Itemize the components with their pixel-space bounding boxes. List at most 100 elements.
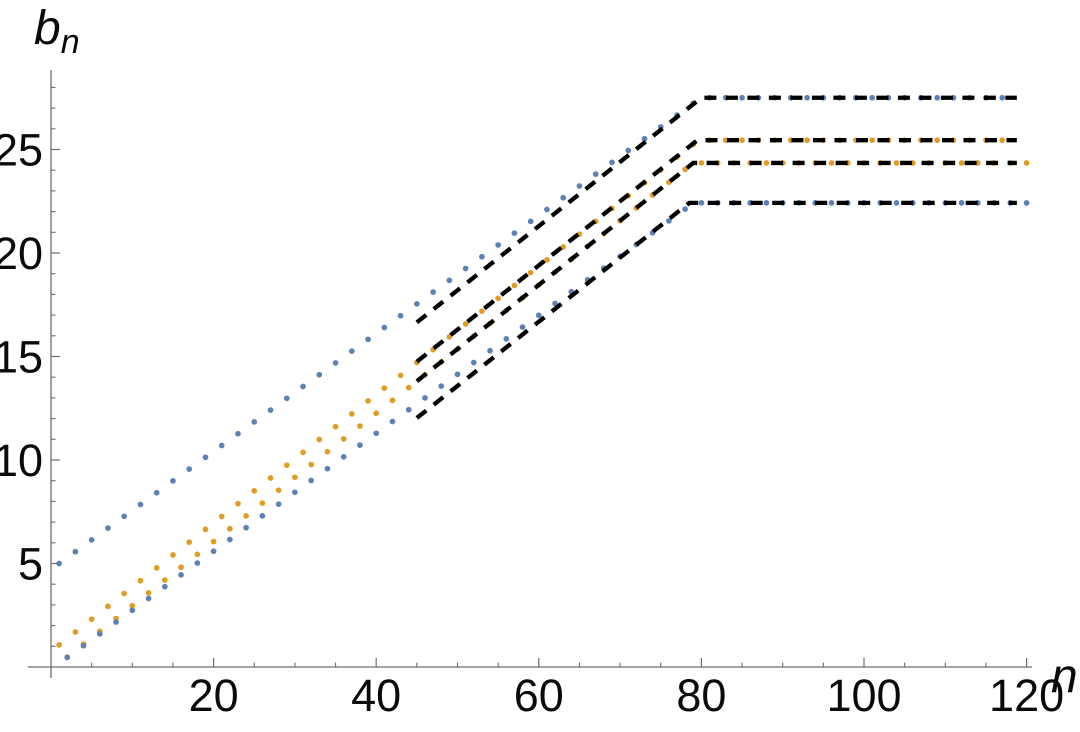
- y-tick-label: 15: [0, 332, 43, 383]
- x-axis-label: n: [1051, 650, 1078, 703]
- data-point: [365, 398, 371, 404]
- data-point: [1023, 160, 1030, 166]
- data-point: [495, 242, 501, 248]
- data-point: [340, 454, 347, 460]
- data-point: [999, 94, 1006, 101]
- data-point: [544, 256, 550, 263]
- data-point: [259, 513, 266, 519]
- data-point: [292, 474, 298, 481]
- data-point: [804, 94, 810, 101]
- data-point: [243, 524, 249, 531]
- data-point: [235, 430, 241, 437]
- data-point: [560, 194, 567, 201]
- data-point: [527, 218, 534, 225]
- data-point: [430, 289, 436, 295]
- data-point: [828, 200, 835, 206]
- data-point: [999, 137, 1006, 144]
- data-point: [869, 137, 875, 144]
- data-point: [129, 607, 136, 614]
- y-tick-label: 20: [0, 228, 43, 279]
- y-tick-label: 5: [18, 539, 43, 590]
- data-point: [194, 551, 201, 558]
- x-tick-label: 40: [351, 670, 401, 721]
- data-point: [300, 383, 306, 390]
- data-point: [893, 160, 900, 166]
- data-point: [332, 360, 339, 366]
- data-point: [259, 500, 266, 506]
- data-point: [397, 312, 404, 319]
- y-tick-label: 25: [0, 125, 43, 176]
- data-point: [161, 577, 168, 583]
- data-point: [227, 525, 233, 532]
- data-point: [170, 478, 176, 484]
- data-point: [292, 489, 298, 496]
- data-point: [958, 160, 965, 166]
- series-blue-lower-branch: [64, 200, 1030, 661]
- data-point: [202, 526, 209, 533]
- data-point: [373, 410, 380, 417]
- data-point: [251, 419, 258, 425]
- data-point: [210, 548, 217, 555]
- data-point: [958, 200, 965, 206]
- data-point: [153, 489, 160, 496]
- data-point: [161, 583, 168, 590]
- data-point: [267, 475, 274, 481]
- data-point: [511, 282, 518, 289]
- data-point: [552, 300, 558, 307]
- data-point: [88, 616, 95, 623]
- data-point: [666, 218, 672, 224]
- data-point: [1023, 200, 1030, 206]
- data-point: [454, 371, 461, 378]
- data-point: [137, 577, 144, 584]
- data-point: [503, 336, 510, 342]
- data-point: [828, 160, 835, 166]
- data-point: [324, 448, 331, 455]
- x-tick-label: 80: [676, 670, 726, 721]
- data-point: [357, 442, 363, 448]
- data-point: [414, 301, 420, 307]
- data-point: [804, 137, 810, 144]
- data-point: [348, 348, 355, 354]
- series-blue-upper-branch: [56, 94, 1006, 567]
- data-point: [357, 423, 363, 429]
- data-point: [422, 395, 428, 401]
- data-point: [56, 642, 62, 648]
- data-point: [389, 418, 396, 425]
- data-point: [105, 525, 111, 531]
- data-point: [194, 560, 201, 566]
- data-point: [381, 385, 388, 392]
- data-point: [218, 442, 225, 449]
- data-point: [682, 166, 688, 173]
- data-point: [275, 501, 282, 507]
- x-tick-label: 120: [989, 670, 1064, 721]
- data-point: [324, 465, 331, 472]
- data-point: [763, 160, 770, 166]
- data-point: [479, 253, 485, 260]
- data-point: [869, 94, 875, 101]
- data-point: [186, 539, 193, 546]
- data-point: [72, 548, 79, 555]
- data-point: [446, 333, 453, 340]
- data-point: [438, 383, 445, 389]
- data-point: [535, 312, 542, 319]
- data-point: [479, 308, 485, 315]
- data-point: [267, 407, 274, 413]
- data-point: [300, 449, 306, 456]
- data-point: [527, 269, 534, 276]
- data-point: [397, 372, 404, 379]
- data-point: [389, 397, 396, 404]
- data-point: [170, 552, 176, 558]
- x-tick-label: 100: [826, 670, 901, 721]
- data-point: [544, 206, 550, 213]
- data-point: [64, 654, 71, 661]
- x-tick-label: 60: [514, 670, 564, 721]
- blue-lower-asymptote: [415, 200, 1017, 420]
- data-point: [763, 200, 770, 206]
- data-point: [308, 461, 315, 468]
- data-point: [235, 500, 241, 507]
- orange-upper-asymptote: [415, 138, 1017, 364]
- data-point: [153, 564, 160, 571]
- data-point: [332, 423, 339, 430]
